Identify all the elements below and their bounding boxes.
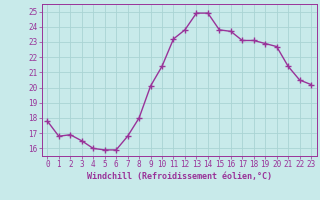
- X-axis label: Windchill (Refroidissement éolien,°C): Windchill (Refroidissement éolien,°C): [87, 172, 272, 181]
